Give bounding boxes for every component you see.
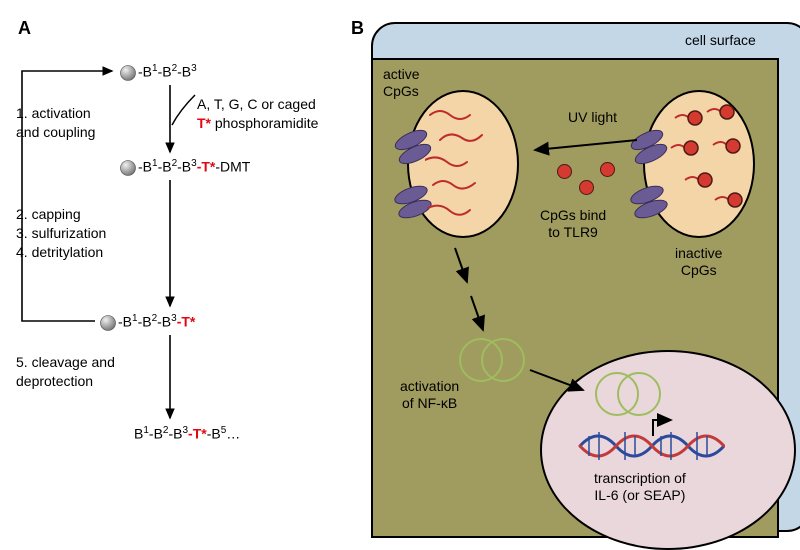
panel-b: B cell surface active CpGs inactive CpGs… (345, 0, 800, 537)
panel-a: A -B1-B2-B3 1. activation and coupling A… (0, 0, 345, 537)
panel-b-arrows (345, 0, 800, 537)
panel-a-arrows (0, 0, 345, 537)
